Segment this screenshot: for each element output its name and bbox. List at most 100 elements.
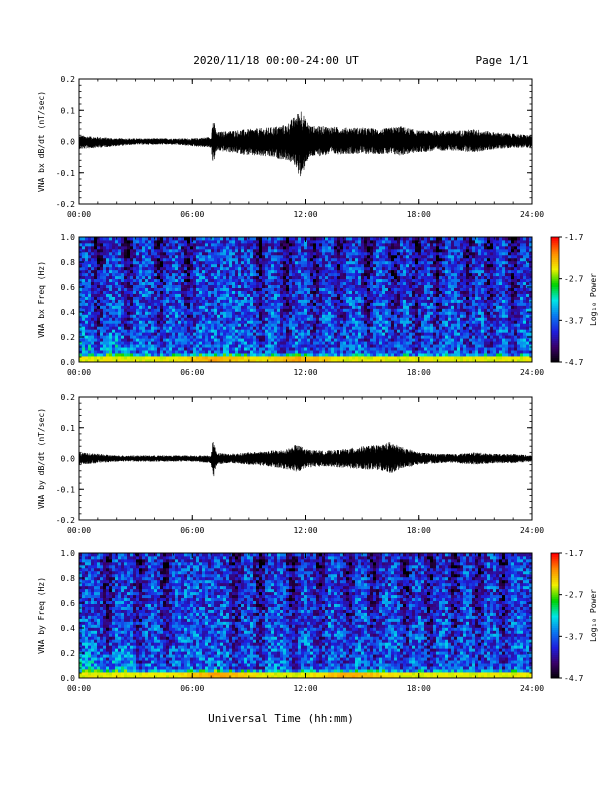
spectrogram-cell: [373, 257, 377, 262]
spectrogram-cell: [148, 341, 152, 345]
spectrogram-cell: [328, 329, 332, 333]
spectrogram-cell: [166, 254, 170, 259]
y-axis-label: VNA bx dB/dt (nT/sec): [37, 91, 46, 192]
spectrogram-cell: [112, 311, 116, 315]
spectrogram-cell: [208, 341, 212, 345]
spectrogram-cell: [133, 305, 137, 309]
spectrogram-cell: [310, 290, 314, 294]
spectrogram-cell: [265, 263, 269, 268]
spectrogram-cell: [163, 329, 167, 333]
spectrogram-cell: [292, 284, 296, 288]
spectrogram-cell: [175, 263, 179, 268]
spectrogram-cell: [133, 287, 137, 291]
spectrogram-cell: [220, 245, 224, 250]
spectrogram-cell: [394, 341, 398, 345]
spectrogram-cell: [244, 263, 248, 268]
spectrogram-cell: [313, 287, 317, 291]
spectrogram-cell: [289, 281, 293, 286]
spectrogram-cell: [91, 317, 95, 321]
spectrogram-cell: [205, 254, 209, 259]
spectrogram-cell: [361, 248, 365, 253]
spectrogram-cell: [115, 299, 119, 303]
spectrogram-cell: [244, 269, 248, 274]
spectrogram-cell: [202, 257, 206, 262]
spectrogram-cell: [256, 302, 260, 306]
spectrogram-cell: [286, 281, 290, 286]
spectrogram-cell: [211, 356, 215, 360]
spectrogram-cell: [208, 314, 212, 318]
spectrogram-cell: [91, 344, 95, 348]
spectrogram-cell: [277, 308, 281, 312]
spectrogram-cell: [298, 242, 302, 247]
spectrogram-cell: [82, 242, 86, 247]
spectrogram-cell: [373, 275, 377, 280]
spectrogram-cell: [169, 251, 173, 256]
spectrogram-cell: [163, 299, 167, 303]
spectrogram-cell: [268, 329, 272, 333]
spectrogram-cell: [136, 314, 140, 318]
spectrogram-cell: [406, 326, 410, 330]
spectrogram-cell: [124, 332, 128, 336]
spectrogram-cell: [316, 347, 320, 351]
spectrogram-cell: [211, 323, 215, 327]
spectrogram-cell: [349, 239, 353, 244]
spectrogram-cell: [319, 287, 323, 291]
spectrogram-cell: [103, 281, 107, 286]
spectrogram-cell: [193, 251, 197, 256]
spectrogram-cell: [142, 248, 146, 253]
spectrogram-cell: [139, 320, 143, 324]
spectrogram-cell: [340, 257, 344, 262]
spectrogram-cell: [274, 263, 278, 268]
spectrogram-cell: [283, 254, 287, 259]
spectrogram-cell: [103, 284, 107, 288]
spectrogram-cell: [367, 281, 371, 286]
spectrogram-cell: [127, 302, 131, 306]
spectrogram-cell: [235, 239, 239, 244]
spectrogram-cell: [235, 341, 239, 345]
spectrogram-cell: [394, 269, 398, 274]
spectrogram-cell: [181, 290, 185, 294]
spectrogram-cell: [268, 266, 272, 271]
spectrogram-cell: [94, 326, 98, 330]
spectrogram-cell: [79, 326, 83, 330]
spectrogram-cell: [280, 263, 284, 268]
spectrogram-cell: [226, 296, 230, 300]
spectrogram-cell: [379, 287, 383, 291]
spectrogram-cell: [85, 359, 89, 363]
spectrogram-cell: [157, 237, 161, 241]
spectrogram-cell: [289, 287, 293, 291]
spectrogram-cell: [346, 359, 350, 363]
spectrogram-cell: [346, 266, 350, 271]
spectrogram-cell: [247, 317, 251, 321]
spectrogram-cell: [373, 335, 377, 339]
spectrogram-cell: [394, 344, 398, 348]
spectrogram-cell: [256, 332, 260, 336]
spectrogram-cell: [115, 266, 119, 271]
spectrogram-cell: [199, 332, 203, 336]
spectrogram-cell: [121, 278, 125, 283]
spectrogram-cell: [343, 320, 347, 324]
spectrogram-cell: [373, 302, 377, 306]
spectrogram-cell: [145, 257, 149, 262]
spectrogram-cell: [334, 308, 338, 312]
spectrogram-cell: [196, 237, 200, 241]
spectrogram-cell: [163, 254, 167, 259]
spectrogram-cell: [337, 347, 341, 351]
spectrogram-cell: [250, 272, 254, 277]
spectrogram-cell: [97, 296, 101, 300]
spectrogram-cell: [328, 263, 332, 268]
spectrogram-cell: [100, 284, 104, 288]
spectrogram-cell: [241, 359, 245, 363]
spectrogram-cell: [178, 356, 182, 360]
spectrogram-cell: [367, 239, 371, 244]
spectrogram-cell: [124, 308, 128, 312]
spectrogram-cell: [196, 344, 200, 348]
spectrogram-cell: [388, 341, 392, 345]
spectrogram-cell: [190, 314, 194, 318]
spectrogram-cell: [328, 344, 332, 348]
spectrogram-cell: [358, 299, 362, 303]
spectrogram-cell: [175, 329, 179, 333]
spectrogram-cell: [223, 293, 227, 297]
spectrogram-cell: [226, 344, 230, 348]
spectrogram-cell: [277, 290, 281, 294]
